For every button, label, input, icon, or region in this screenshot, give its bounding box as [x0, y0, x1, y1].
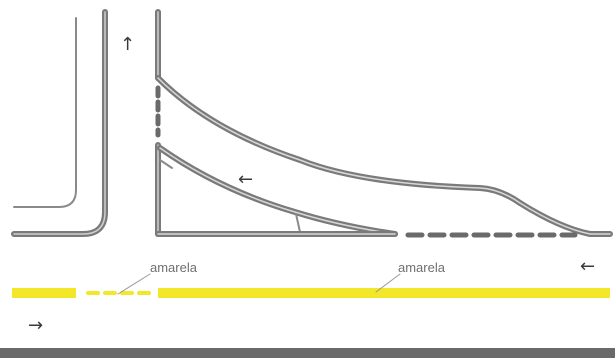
arrow-right-icon: →	[28, 315, 43, 336]
label-leader-left	[117, 273, 151, 295]
bottom-road-edge	[0, 348, 615, 358]
left-inner-curb-highlight	[13, 11, 106, 235]
left-outer-curb	[13, 17, 77, 208]
island-hatch-left	[159, 159, 173, 169]
yellow-line-label-left: amarela	[150, 260, 198, 275]
arrow-left-lane-icon: ←	[580, 256, 595, 277]
island-curve	[157, 145, 398, 237]
yellow-center-line-left	[12, 288, 76, 298]
label-leader-right	[375, 273, 401, 293]
yellow-line-label-right: amarela	[398, 260, 446, 275]
arrow-left-icon: ←	[238, 169, 253, 190]
island-curve-highlight	[159, 147, 396, 235]
slip-lane-outer-curve-highlight	[157, 77, 611, 235]
island-hatch-right	[295, 213, 301, 233]
arrow-up-icon: ↑	[120, 34, 135, 55]
left-inner-curb	[11, 9, 108, 237]
yellow-center-line-right	[158, 288, 610, 298]
slip-lane-outer-curve	[155, 75, 613, 237]
